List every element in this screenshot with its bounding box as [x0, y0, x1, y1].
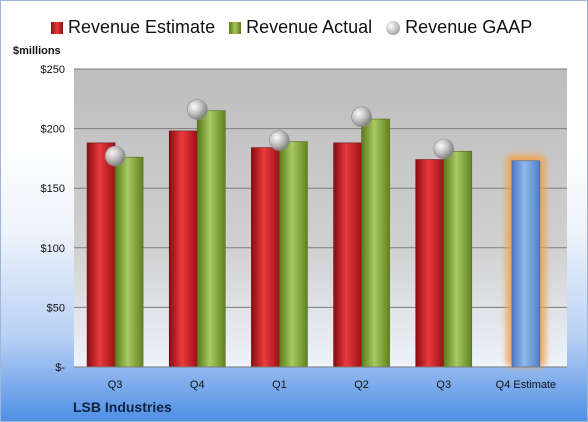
bar-estimate — [251, 147, 280, 368]
y-tick-label: $150 — [41, 183, 65, 195]
y-tick-label: $250 — [41, 64, 65, 76]
x-tick-label: Q3 — [436, 379, 451, 391]
gaap-marker — [433, 138, 455, 160]
bar-actual — [279, 141, 308, 368]
company-name: LSB Industries — [73, 399, 172, 415]
legend-label-estimate: Revenue Estimate — [68, 17, 216, 37]
x-tick-label: Q3 — [108, 379, 123, 391]
bar-actual — [114, 156, 144, 368]
bar-forecast — [511, 160, 541, 368]
x-tick-label: Q4 — [190, 379, 205, 391]
legend: Revenue Estimate Revenue Actual Revenue … — [51, 17, 546, 38]
gaap-marker — [104, 145, 126, 167]
gaap-marker — [269, 130, 290, 151]
y-tick-label: $100 — [41, 243, 65, 255]
y-axis-unit: $millions — [13, 45, 61, 57]
legend-item-gaap: Revenue GAAP — [386, 17, 532, 38]
gaap-marker — [186, 99, 208, 120]
bar-estimate — [168, 130, 198, 368]
bar-actual — [196, 110, 226, 368]
bar-actual — [361, 118, 390, 368]
bar-estimate — [415, 159, 445, 368]
legend-label-actual: Revenue Actual — [246, 17, 373, 37]
plot-area — [74, 69, 567, 367]
legend-swatch-actual — [229, 21, 242, 34]
legend-item-actual: Revenue Actual — [229, 17, 372, 38]
bar-estimate — [86, 142, 116, 368]
x-tick-label: Q4 Estimate — [496, 379, 557, 391]
legend-item-estimate: Revenue Estimate — [51, 17, 215, 38]
x-tick-label: Q2 — [354, 379, 369, 391]
legend-swatch-gaap — [386, 20, 401, 35]
y-tick-label: $- — [55, 362, 65, 374]
bar-estimate — [333, 142, 362, 368]
y-tick-label: $50 — [47, 302, 65, 314]
legend-label-gaap: Revenue GAAP — [405, 17, 533, 37]
x-tick-label: Q1 — [272, 379, 287, 391]
legend-swatch-estimate — [51, 21, 63, 34]
y-tick-label: $200 — [41, 124, 65, 136]
gaap-marker — [351, 106, 372, 127]
bar-actual — [443, 150, 473, 368]
